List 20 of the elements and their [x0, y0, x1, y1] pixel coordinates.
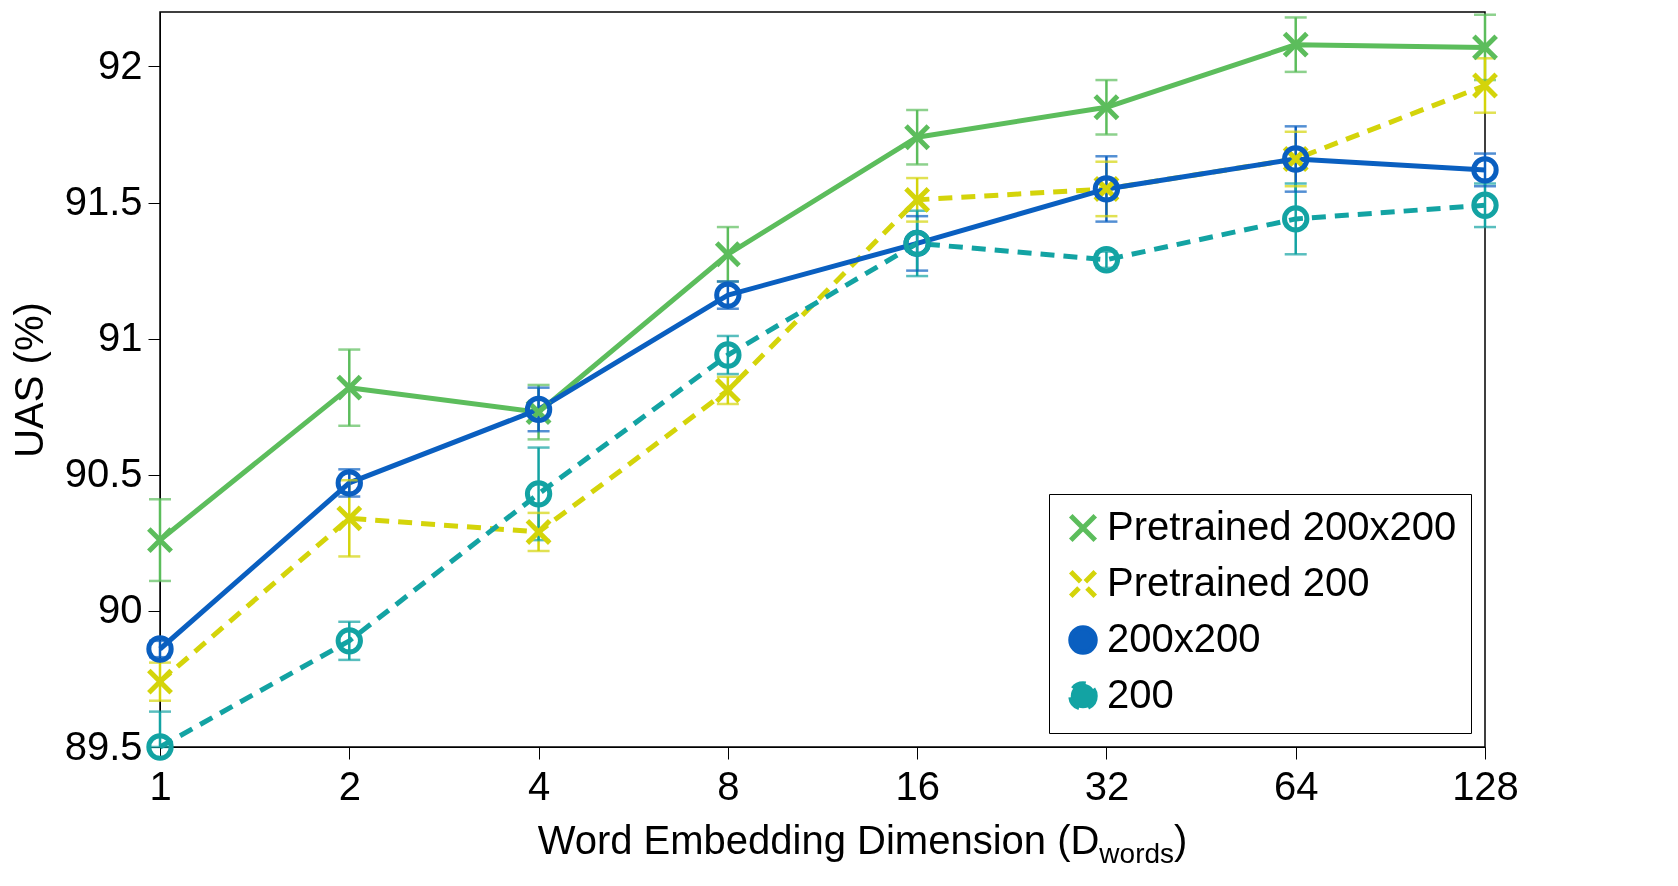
- y-tick-label: 91: [98, 315, 143, 360]
- x-axis-title: Word Embedding Dimension (D$_{words}$): [536, 818, 1189, 871]
- x-tick-label: 16: [895, 763, 940, 808]
- y-tick-label: 90.5: [64, 451, 143, 496]
- legend-label: 200x200: [1107, 616, 1261, 660]
- y-tick-label: 89.5: [64, 723, 143, 768]
- legend-label: Pretrained 200x200: [1107, 504, 1457, 548]
- y-tick-label: 92: [98, 42, 143, 87]
- legend-label: Pretrained 200: [1107, 560, 1370, 604]
- legend-label: 200: [1107, 672, 1174, 716]
- y-tick-label: 90: [98, 587, 143, 632]
- x-tick-label: 128: [1452, 763, 1519, 808]
- x-tick-label: 1: [149, 763, 172, 808]
- x-tick-label: 8: [717, 763, 740, 808]
- x-tick-label: 2: [338, 763, 361, 808]
- x-tick-label: 4: [527, 763, 551, 808]
- y-axis-title: UAS (%): [6, 302, 51, 458]
- y-tick-label: 91.5: [64, 179, 143, 224]
- x-tick-label: 64: [1273, 763, 1319, 808]
- x-tick-label: 32: [1084, 763, 1130, 808]
